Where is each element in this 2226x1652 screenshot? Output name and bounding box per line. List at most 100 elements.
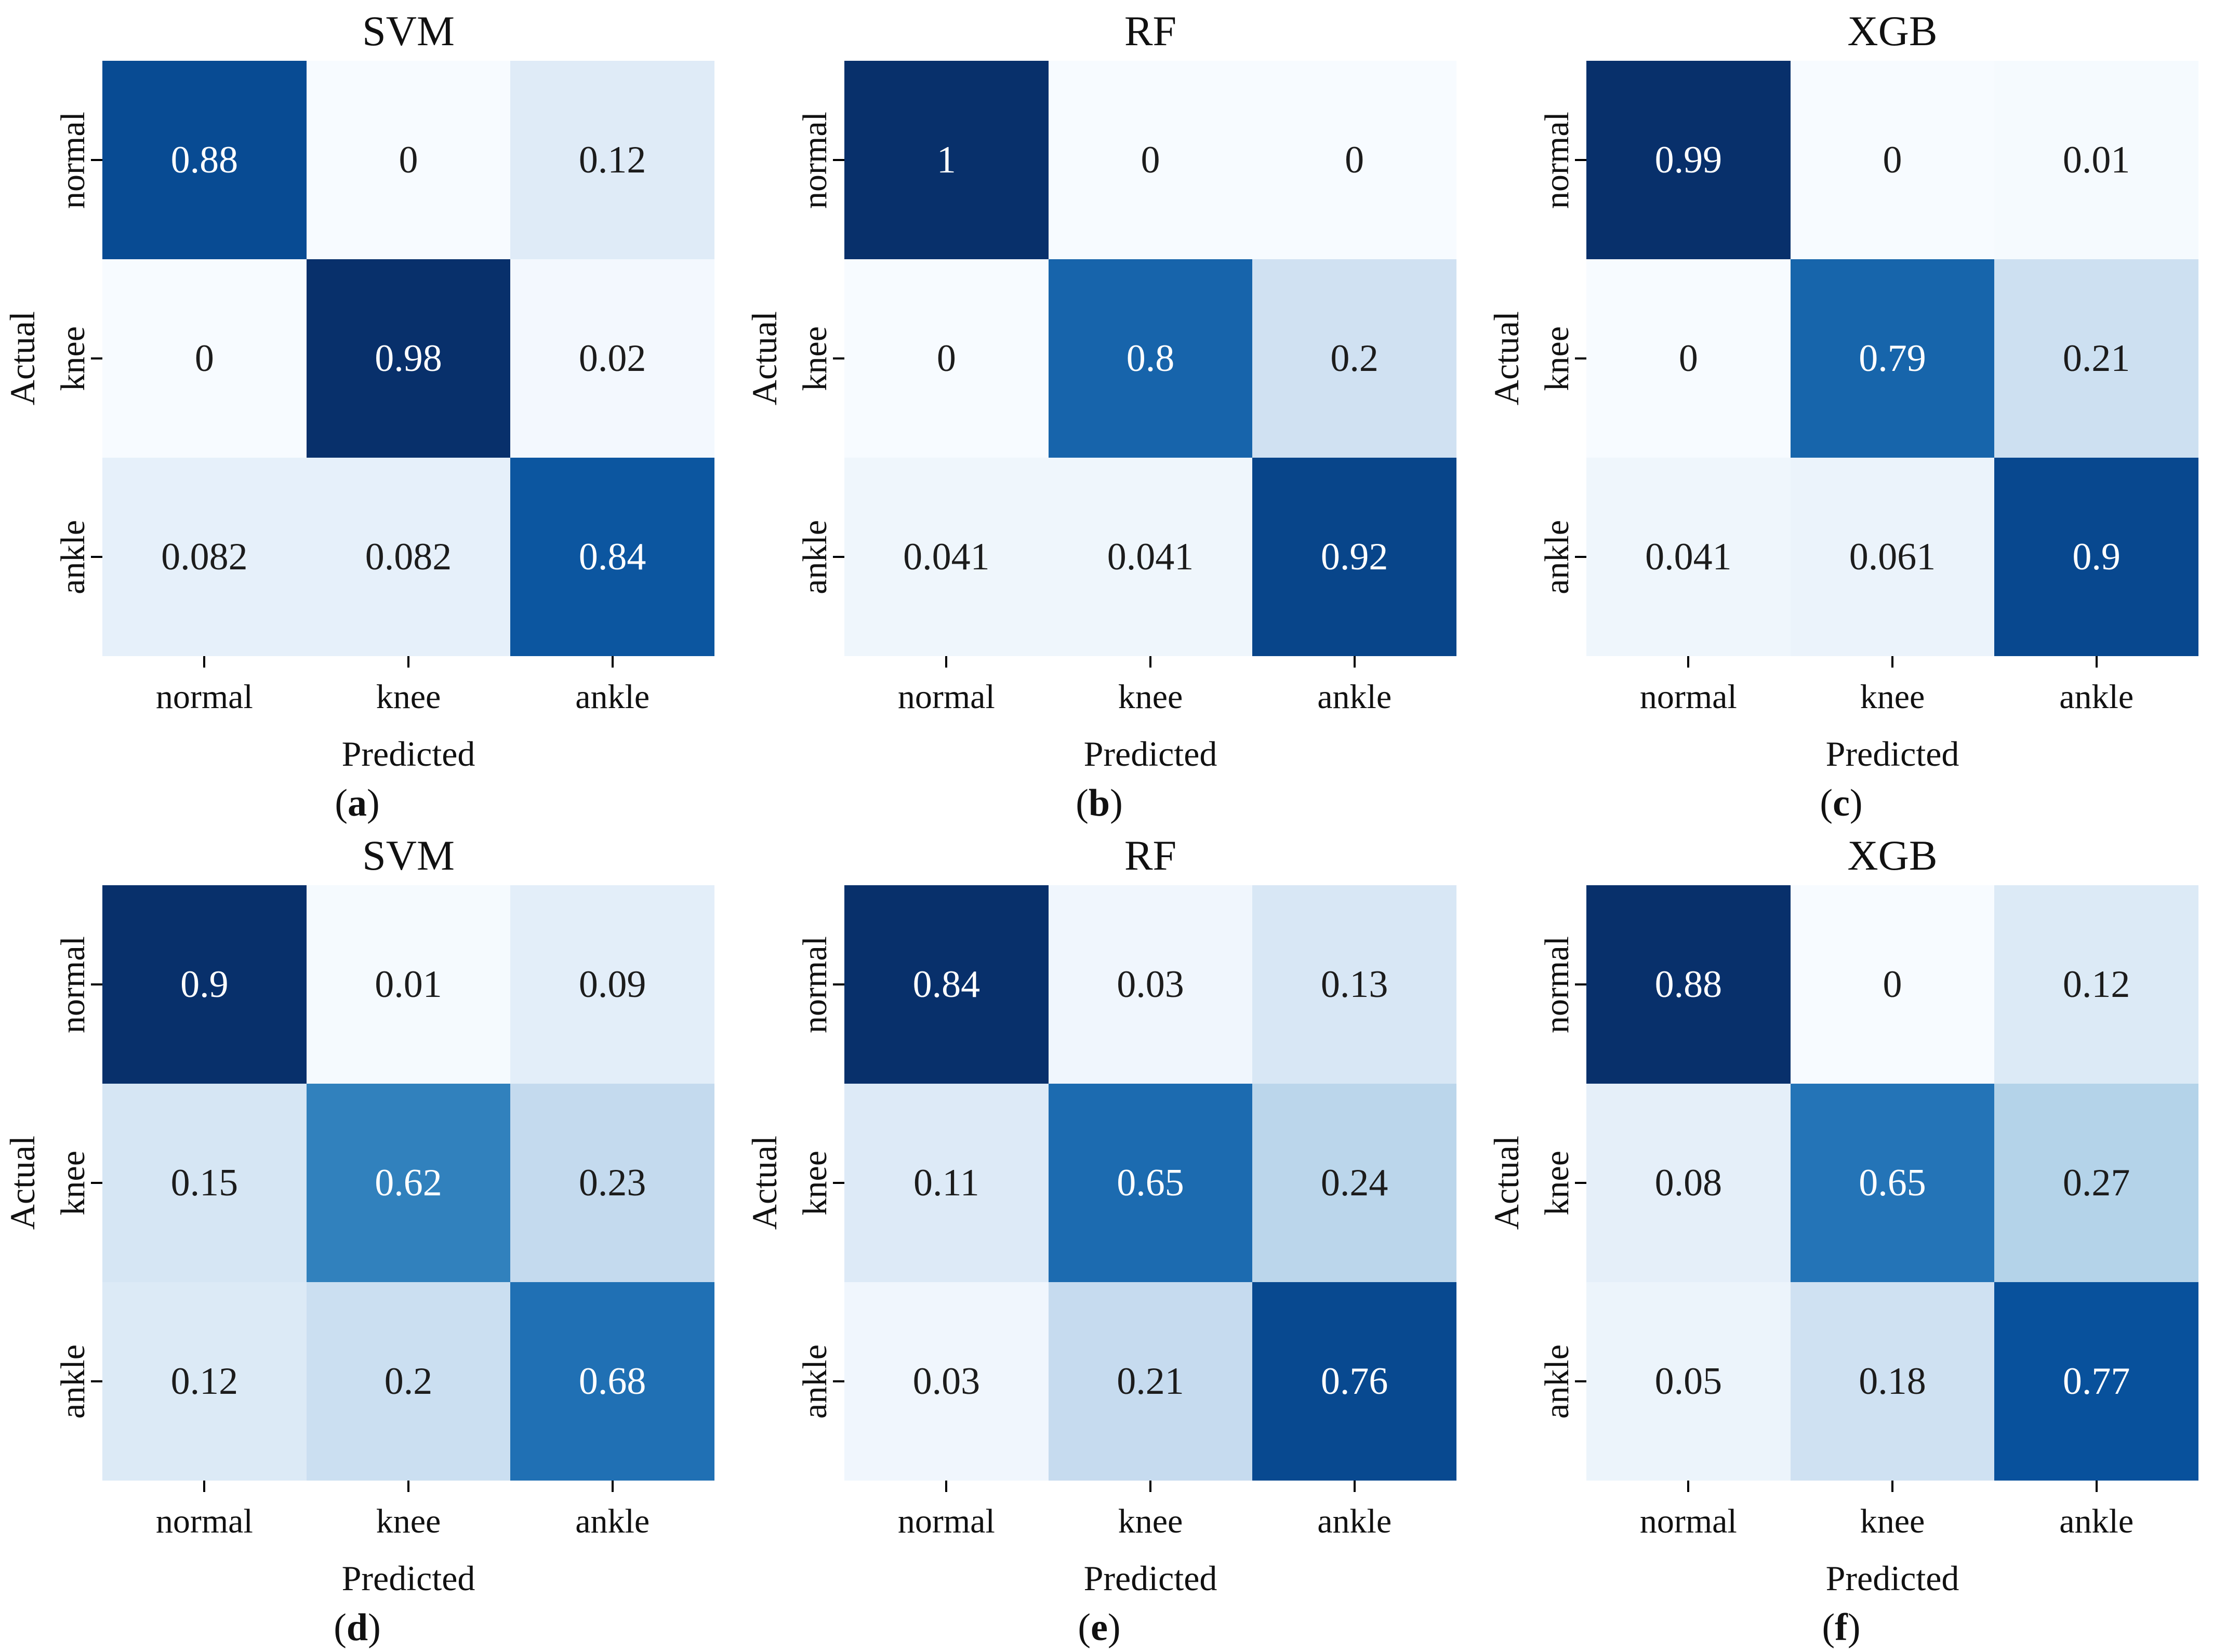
panel-title: RF <box>1124 7 1177 55</box>
x-tick-normal: normal <box>102 656 307 729</box>
y-tick-mark <box>1575 983 1586 985</box>
y-tick-mark <box>91 357 102 359</box>
x-tick-mark <box>407 656 409 668</box>
heatmap-cell: 0.9 <box>102 885 307 1084</box>
y-tick-mark <box>833 556 844 558</box>
x-tick-label: normal <box>155 678 253 716</box>
y-tick-knee: knee <box>1528 259 1586 458</box>
panel-caption: (d) <box>0 1603 714 1652</box>
x-tick-label: normal <box>897 1502 995 1540</box>
heatmap-cell: 0.88 <box>102 61 307 259</box>
caption-letter: b <box>1088 782 1110 824</box>
caption-paren-open: ( <box>335 782 348 824</box>
confusion-matrix-panel-b: RF Actual normal knee ankle 1 0 0 0 0.8 <box>742 0 1484 824</box>
x-tick-label: ankle <box>1317 678 1392 716</box>
caption-letter: e <box>1091 1606 1108 1649</box>
heatmap-cell: 0.061 <box>1790 458 1995 656</box>
x-tick-label: ankle <box>2059 678 2134 716</box>
y-axis-label-container: Actual <box>1484 885 1528 1481</box>
caption-letter: c <box>1833 782 1850 824</box>
panel-caption: (a) <box>0 779 714 828</box>
y-tick-label: ankle <box>796 1344 834 1419</box>
y-tick-label: normal <box>796 111 834 209</box>
heatmap-cell: 0.041 <box>1048 458 1253 656</box>
panel-caption: (c) <box>1484 779 2198 828</box>
x-tick-mark <box>1353 656 1356 668</box>
y-axis-label: Actual <box>2 311 42 406</box>
y-axis-ticks: normal knee ankle <box>1528 61 1586 656</box>
x-tick-label: normal <box>1639 678 1737 716</box>
y-tick-ankle: ankle <box>44 1282 102 1481</box>
confusion-matrix-panel-d: SVM Actual normal knee ankle 0.9 0.01 0.… <box>0 824 742 1649</box>
heatmap-cell: 0.98 <box>306 259 511 458</box>
y-tick-mark <box>91 159 102 161</box>
y-axis-label-container: Actual <box>0 885 44 1481</box>
y-tick-knee: knee <box>1528 1084 1586 1282</box>
heatmap-cell: 0.65 <box>1048 1084 1253 1282</box>
y-tick-knee: knee <box>786 259 844 458</box>
x-axis-ticks: normal knee ankle <box>102 1481 714 1553</box>
x-tick-mark <box>611 1481 614 1492</box>
heatmap-cell: 0.9 <box>1994 458 2198 656</box>
y-tick-label: knee <box>796 1150 834 1216</box>
x-tick-mark <box>2095 1481 2098 1492</box>
x-tick-label: ankle <box>575 678 650 716</box>
x-axis-label: Predicted <box>1083 734 1217 774</box>
x-tick-label: knee <box>376 1502 441 1540</box>
x-tick-normal: normal <box>102 1481 307 1553</box>
y-axis-label-container: Actual <box>1484 61 1528 656</box>
y-tick-label: knee <box>54 326 92 391</box>
heatmap-grid: 0.99 0 0.01 0 0.79 0.21 0.041 0.061 0.9 <box>1586 61 2198 656</box>
caption-paren-close: ) <box>1849 782 1863 824</box>
heatmap-grid: 0.88 0 0.12 0 0.98 0.02 0.082 0.082 0.84 <box>102 61 714 656</box>
heatmap-cell: 0.92 <box>1252 458 1456 656</box>
caption-letter: d <box>346 1606 368 1649</box>
confusion-matrix-panel-e: RF Actual normal knee ankle 0.84 0.03 0.… <box>742 824 1484 1649</box>
heatmap-cell: 0.27 <box>1994 1084 2198 1282</box>
x-tick-label: knee <box>376 678 441 716</box>
heatmap-cell: 0.12 <box>510 61 714 259</box>
y-tick-mark <box>833 357 844 359</box>
caption-paren-close: ) <box>367 782 380 824</box>
x-tick-mark <box>1353 1481 1356 1492</box>
panel-caption: (f) <box>1484 1603 2198 1652</box>
heatmap-cell: 0.02 <box>510 259 714 458</box>
x-axis-label: Predicted <box>341 1558 475 1598</box>
y-tick-label: normal <box>796 936 834 1033</box>
heatmap-cell: 0 <box>1790 61 1995 259</box>
heatmap-cell: 0.01 <box>1994 61 2198 259</box>
x-tick-label: knee <box>1860 678 1925 716</box>
caption-paren-open: ( <box>1076 782 1089 824</box>
y-axis-ticks: normal knee ankle <box>786 61 844 656</box>
heatmap-cell: 0.23 <box>510 1084 714 1282</box>
x-tick-ankle: ankle <box>510 1481 714 1553</box>
x-tick-mark <box>2095 656 2098 668</box>
heatmap-cell: 0 <box>1252 61 1456 259</box>
x-axis-label-container: Predicted <box>102 1553 714 1603</box>
confusion-matrix-panel-c: XGB Actual normal knee ankle 0.99 0 0.01… <box>1484 0 2226 824</box>
y-tick-normal: normal <box>786 885 844 1084</box>
x-axis-label: Predicted <box>1825 734 1959 774</box>
heatmap-cell: 0.13 <box>1252 885 1456 1084</box>
x-axis-label-container: Predicted <box>844 729 1456 779</box>
x-tick-label: knee <box>1118 1502 1183 1540</box>
y-axis-label-container: Actual <box>742 61 786 656</box>
heatmap-grid: 0.9 0.01 0.09 0.15 0.62 0.23 0.12 0.2 0.… <box>102 885 714 1481</box>
y-tick-mark <box>1575 159 1586 161</box>
y-tick-ankle: ankle <box>786 458 844 656</box>
y-axis-ticks: normal knee ankle <box>44 885 102 1481</box>
heatmap-cell: 0 <box>844 259 1049 458</box>
heatmap-cell: 0.05 <box>1586 1282 1791 1481</box>
y-tick-label: ankle <box>54 519 92 594</box>
caption-letter: f <box>1835 1606 1848 1649</box>
panel-title: SVM <box>362 7 455 55</box>
x-tick-normal: normal <box>1586 656 1791 729</box>
y-tick-label: knee <box>1538 326 1576 391</box>
heatmap-cell: 0.041 <box>1586 458 1791 656</box>
y-tick-normal: normal <box>1528 885 1586 1084</box>
panel-title: RF <box>1124 832 1177 879</box>
x-axis-label: Predicted <box>1083 1558 1217 1598</box>
y-tick-label: ankle <box>54 1344 92 1419</box>
y-axis-label: Actual <box>744 1136 784 1230</box>
heatmap-cell: 0.12 <box>102 1282 307 1481</box>
